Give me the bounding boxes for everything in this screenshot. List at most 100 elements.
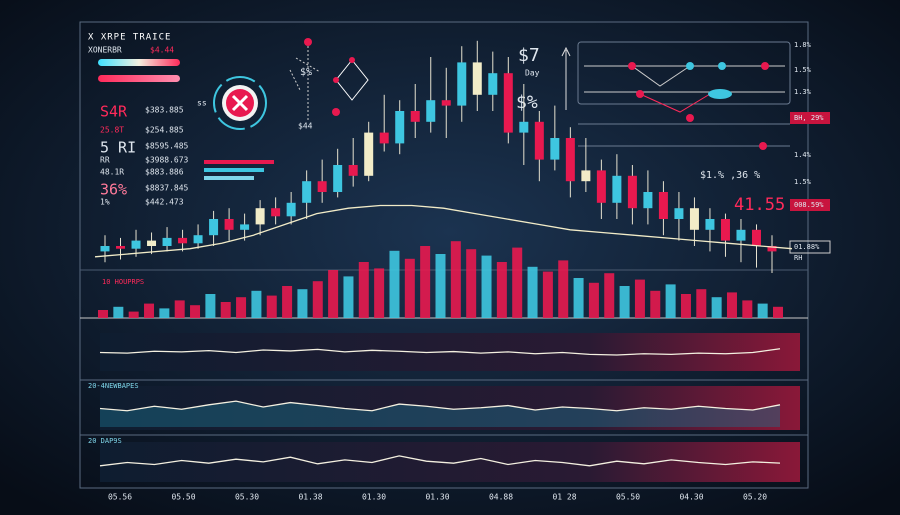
volume-bar	[619, 286, 630, 318]
readout-top: $1.% ,36 %	[700, 170, 760, 181]
volume-bar	[711, 297, 722, 318]
stat-label: RR	[100, 156, 110, 165]
candle-body	[193, 235, 203, 244]
axis-label: 1.8%	[794, 41, 812, 49]
volume-bar	[266, 295, 277, 318]
volume-bar	[773, 306, 783, 318]
candle-body	[581, 170, 591, 182]
annotation: $44	[298, 122, 313, 131]
candle-body	[116, 246, 126, 249]
volume-bar	[450, 241, 461, 318]
volume-bar	[128, 311, 139, 318]
fish	[708, 89, 732, 99]
pill	[98, 59, 180, 66]
candle-body	[658, 192, 668, 219]
volume-bar	[757, 303, 768, 318]
stat-label: 36%	[100, 181, 127, 199]
panel-line	[99, 400, 781, 412]
axis-badge	[789, 240, 831, 254]
axis-label: RH	[794, 254, 802, 262]
icon	[213, 76, 267, 130]
volume-bar	[113, 306, 124, 318]
frame	[79, 21, 809, 489]
candle-body	[379, 132, 389, 144]
stat-value: $442.473	[145, 198, 184, 207]
stat-value: $3988.673	[145, 156, 189, 165]
stat-value: $8595.485	[145, 142, 189, 151]
volume-bar	[588, 282, 599, 318]
volume-bar	[573, 278, 584, 318]
stat-label: 5 RI	[100, 139, 136, 157]
candle-body	[333, 165, 343, 192]
candle-body	[100, 246, 110, 252]
x-label: 05.20	[743, 493, 767, 502]
candle-body	[689, 208, 699, 230]
x-label: 05.50	[616, 493, 640, 502]
panel-label: 20 DAP9S	[88, 437, 122, 445]
volume-bar	[481, 255, 492, 318]
candle-body	[255, 208, 265, 225]
candle-body	[348, 165, 358, 176]
link	[639, 93, 711, 113]
volume-bar	[174, 300, 185, 318]
candle-body	[736, 229, 746, 241]
node	[349, 57, 355, 63]
volume-bar	[420, 246, 431, 318]
line-area	[100, 401, 780, 427]
candle-body	[674, 208, 684, 219]
axis-badge	[790, 112, 830, 124]
axis-label: 1.5%	[794, 178, 812, 186]
subtitle-value: $4.44	[150, 46, 174, 55]
volume-bar	[205, 294, 216, 318]
volume-bar	[496, 262, 507, 318]
candle-body	[472, 62, 482, 95]
axis-label: 1.3%	[794, 88, 812, 96]
candle-body	[488, 73, 498, 95]
volume-bar	[435, 254, 446, 318]
x-label: 05.30	[235, 493, 259, 502]
volume-bar	[742, 300, 753, 318]
panel-line	[99, 455, 781, 467]
stat-label: 48.1R	[100, 168, 124, 177]
volume-bar	[634, 279, 645, 318]
x-label: 05.50	[171, 493, 195, 502]
icon-x	[231, 94, 249, 112]
volume-bar	[726, 292, 737, 318]
candle-body	[550, 138, 560, 160]
axis-label: BH, 29%	[794, 114, 824, 122]
arrow	[561, 46, 571, 110]
candle-body	[224, 219, 234, 230]
icon-ring	[213, 76, 267, 130]
node	[304, 38, 312, 46]
volume-bar	[144, 303, 155, 318]
link	[631, 65, 691, 87]
meter	[204, 160, 274, 164]
volume-bar	[220, 302, 231, 318]
node	[761, 62, 769, 70]
node	[333, 77, 339, 83]
candle-body	[534, 121, 544, 160]
candle-body	[410, 111, 420, 122]
candle-body	[457, 62, 467, 106]
icon-label: ss	[197, 99, 207, 108]
volume-bar	[236, 297, 247, 318]
candle-body	[565, 138, 575, 182]
axis-label: 1.4%	[794, 151, 812, 159]
node	[628, 62, 636, 70]
x-label: 01.30	[425, 493, 449, 502]
candle-body	[209, 219, 219, 236]
volume-bar	[558, 260, 569, 318]
panel-box	[577, 41, 791, 105]
stat-label: 25.8T	[100, 126, 124, 135]
moving-average	[94, 204, 793, 258]
axis-label: 008.59%	[794, 201, 824, 209]
meter	[204, 176, 254, 180]
annotation: $%	[300, 67, 312, 78]
candle-body	[426, 100, 436, 122]
volume-bar	[190, 305, 201, 318]
candle-body	[503, 73, 513, 133]
volume-bar	[98, 310, 108, 318]
axis-label: 01.88%	[794, 243, 820, 251]
day-price: $7	[518, 45, 540, 66]
volume-bar	[374, 268, 385, 318]
